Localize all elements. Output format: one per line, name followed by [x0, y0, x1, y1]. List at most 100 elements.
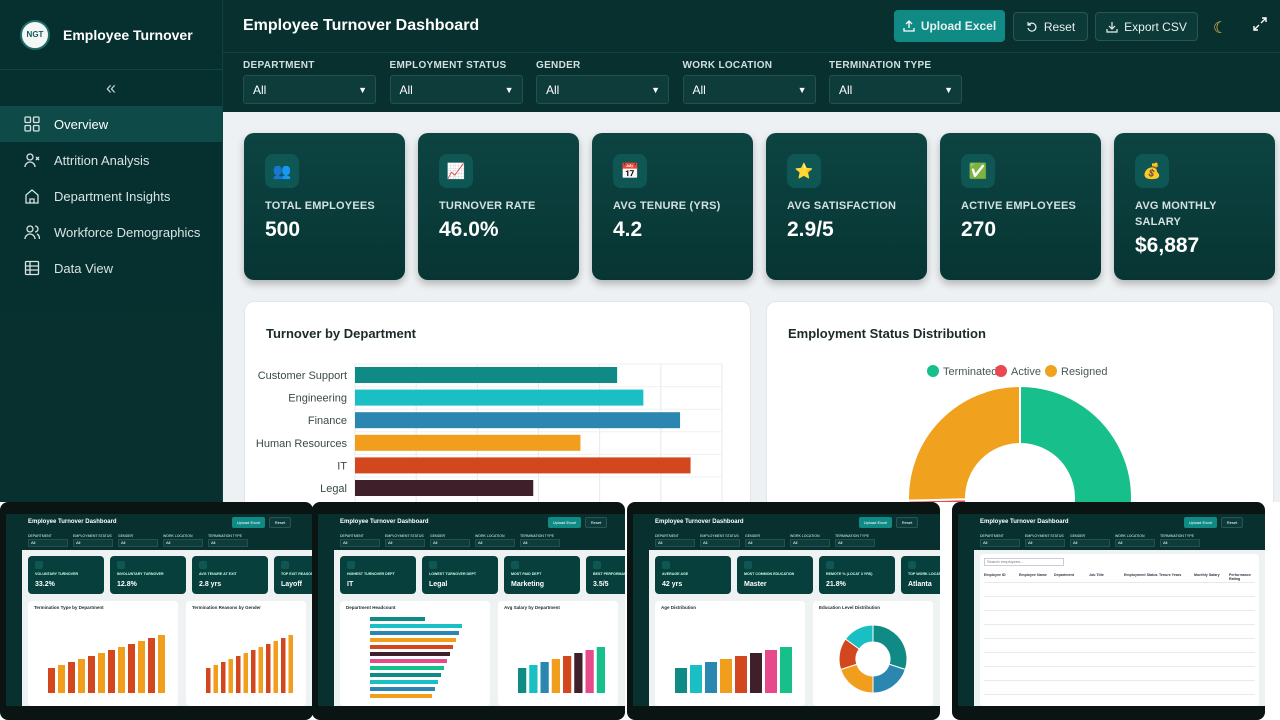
thumbnail-chart-title: Termination Reasons by Gender [192, 605, 261, 610]
thumbnail-filter-label: DEPARTMENT [340, 534, 364, 538]
filter-select[interactable]: All ▼ [682, 75, 816, 104]
legend-swatch [927, 365, 939, 377]
thumbnail-bar [370, 659, 447, 663]
bar-human-resources[interactable] [355, 434, 581, 451]
thumbnail-filter-label: EMPLOYMENT STATUS [385, 534, 424, 538]
thumbnail-screen: Employee Turnover Dashboard Upload Excel R… [633, 514, 940, 706]
thumbnail-chart-title: Department Headcount [346, 605, 396, 610]
thumbnail-bar [251, 650, 256, 693]
thumbnail-bar [108, 650, 115, 693]
thumbnail-strip: Employee Turnover Dashboard Upload Excel R… [0, 502, 1280, 720]
thumbnail-bar [370, 638, 456, 642]
thumbnail-filter-label: GENDER [745, 534, 760, 538]
filter-select[interactable]: All ▼ [829, 75, 962, 104]
thumbnail-table-header: Tenure Years [1159, 573, 1182, 577]
thumbnail-table-row [984, 680, 1255, 681]
legend-label[interactable]: Active [1011, 366, 1041, 378]
reset-button[interactable]: Reset [1013, 12, 1088, 41]
thumbnail-bar [370, 652, 450, 656]
thumbnail-filter-select: All [430, 539, 470, 547]
thumbnail-kpi-label: AVERAGE AGE [662, 572, 689, 576]
page-title: Employee Turnover Dashboard [243, 17, 480, 34]
fullscreen-icon[interactable] [1253, 17, 1267, 31]
thumbnail-header: Employee Turnover Dashboard Upload Excel R… [633, 514, 940, 532]
thumbnail-kpi-value: Marketing [511, 581, 545, 588]
download-icon [1106, 21, 1118, 33]
thumbnail-chart-title: Termination Type by Department [34, 605, 104, 610]
thumbnail-kpi-card: TOP EXIT REASON Layoff [274, 556, 313, 594]
thumbnail-reset-button: Reset [896, 517, 918, 528]
kpi-label: TURNOVER RATE [439, 200, 536, 212]
category-label: Human Resources [256, 438, 348, 450]
thumbnail-kpi-card: INVOLUNTARY TURNOVER 12.8% [110, 556, 186, 594]
thumbnail-filter-label: WORK LOCATION [475, 534, 505, 538]
thumbnail-sidebar [318, 514, 334, 706]
thumbnail-filter-select: All [1025, 539, 1065, 547]
thumbnail-bar [780, 647, 792, 693]
sidebar-item-data-view[interactable]: Data View [0, 250, 222, 286]
thumbnail-chart-title: Age Distribution [661, 605, 696, 610]
sidebar-item-overview[interactable]: Overview [0, 106, 222, 142]
thumbnail-kpi-card: MOST PAID DEPT Marketing [504, 556, 580, 594]
thumbnail-chart-card: Education Level Distribution [813, 601, 933, 706]
thumbnail-filter-label: DEPARTMENT [980, 534, 1004, 538]
bar-it[interactable] [355, 457, 691, 474]
kpi-card: ⭐ AVG SATISFACTION 2.9/5 [766, 133, 927, 280]
thumbnail-filter-bar: DEPARTMENT All EMPLOYMENT STATUS All GENDER A… [6, 532, 313, 550]
thumbnail-kpi-value: 42 yrs [662, 581, 683, 588]
thumbnail-table-row [984, 638, 1255, 639]
thumbnail-chart-card: Termination Type by Department [28, 601, 178, 706]
bar-engineering[interactable] [355, 389, 644, 406]
sidebar-item-attrition-analysis[interactable]: Attrition Analysis [0, 142, 222, 178]
trend-icon: 📈 [439, 154, 473, 188]
kpi-card: 📈 TURNOVER RATE 46.0% [418, 133, 579, 280]
dashboard-view-thumbnail[interactable]: Employee Turnover Dashboard Upload Excel R… [952, 502, 1265, 720]
thumbnail-donut-slice [844, 624, 874, 650]
thumbnail-filter-select: All [1115, 539, 1155, 547]
thumbnail-table-row [984, 610, 1255, 611]
thumbnail-bar [370, 645, 453, 649]
thumbnail-filter-label: WORK LOCATION [163, 534, 193, 538]
thumbnail-table-row [984, 652, 1255, 653]
calendar-icon: 📅 [613, 154, 647, 188]
legend-label[interactable]: Terminated [943, 366, 997, 378]
thumbnail-header: Employee Turnover Dashboard Upload Excel R… [958, 514, 1265, 532]
bar-finance[interactable] [355, 412, 681, 429]
sidebar-item-workforce-demographics[interactable]: Workforce Demographics [0, 214, 222, 250]
thumbnail-bar [58, 665, 65, 693]
thumbnail-filter-label: EMPLOYMENT STATUS [73, 534, 112, 538]
dashboard-view-thumbnail[interactable]: Employee Turnover Dashboard Upload Excel R… [627, 502, 940, 720]
sidebar-item-label: Workforce Demographics [54, 224, 201, 240]
filter-select[interactable]: All ▼ [243, 75, 376, 104]
filter-select[interactable]: All ▼ [536, 75, 669, 104]
bar-legal[interactable] [355, 480, 534, 496]
thumbnail-bar [370, 624, 462, 628]
thumbnail-table-row [984, 694, 1255, 695]
collapse-sidebar-icon[interactable]: « [105, 77, 116, 98]
dashboard-view-thumbnail[interactable]: Employee Turnover Dashboard Upload Excel R… [312, 502, 625, 720]
legend-label[interactable]: Resigned [1061, 366, 1107, 378]
thumbnail-filter-select: All [1160, 539, 1200, 547]
thumbnail-chart [48, 635, 165, 693]
thumbnail-filter-select: All [980, 539, 1020, 547]
category-label: Legal [320, 483, 347, 495]
thumbnail-donut-slice [840, 663, 874, 694]
dark-mode-toggle-moon-icon[interactable]: ☾ [1213, 20, 1228, 37]
reset-icon [1027, 21, 1037, 32]
dashboard-view-thumbnail[interactable]: Employee Turnover Dashboard Upload Excel R… [0, 502, 313, 720]
export-csv-button[interactable]: Export CSV [1095, 12, 1198, 41]
slice-resigned[interactable] [907, 384, 1021, 502]
thumbnail-search-input: Search employees... [984, 558, 1064, 566]
kpi-card: 📅 AVG TENURE (YRS) 4.2 [592, 133, 753, 280]
kpi-value: 500 [265, 218, 301, 241]
bar-customer-support[interactable] [355, 367, 618, 383]
filter-value: All [399, 82, 413, 97]
sidebar-item-label: Data View [54, 260, 114, 276]
filter-select[interactable]: All ▼ [389, 75, 523, 104]
upload-excel-button[interactable]: Upload Excel [894, 10, 1005, 42]
slice-terminated[interactable] [1019, 384, 1133, 502]
thumbnail-table-header: Monthly Salary [1194, 573, 1220, 577]
thumbnail-kpi-value: 12.8% [117, 581, 137, 588]
sidebar-item-department-insights[interactable]: Department Insights [0, 178, 222, 214]
thumbnail-chart [370, 617, 462, 698]
